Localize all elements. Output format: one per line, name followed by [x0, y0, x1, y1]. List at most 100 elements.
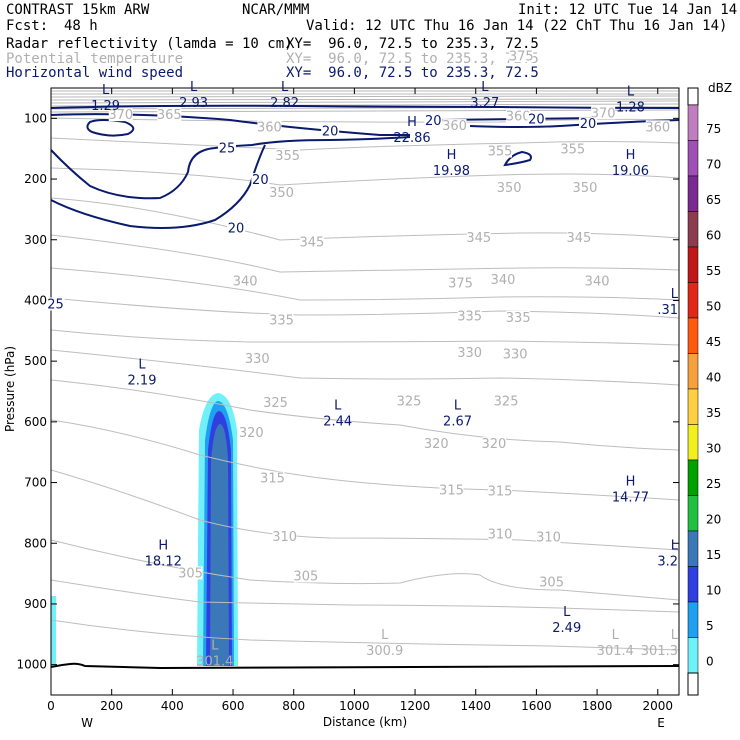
init-time: Init: 12 UTC Tue 14 Jan 14 — [518, 2, 738, 18]
theta-label-bg — [178, 566, 203, 580]
extremum-marker: L — [481, 80, 489, 95]
theta-label: 360 — [257, 120, 282, 135]
wind-label: 20 — [425, 114, 442, 129]
theta-label: 350 — [573, 181, 598, 196]
theta-label: 315 — [439, 483, 464, 498]
theta-label-bg — [466, 230, 491, 244]
theta-label: 355 — [560, 143, 585, 158]
theta-label: 340 — [233, 274, 258, 289]
x-tick-label: 600 — [222, 699, 245, 713]
extrema-labels: L1.29L2.93L2.82L3.27L1.28H22.86H19.98H19… — [91, 80, 679, 669]
theta-label: 340 — [585, 274, 610, 289]
theta-label: 315 — [488, 484, 513, 499]
theta-label-bg — [269, 185, 294, 199]
theta-label: 375 — [448, 276, 473, 291]
extremum-marker: H — [407, 115, 417, 130]
wind-label-bg — [424, 114, 443, 128]
theta-label-bg — [572, 180, 597, 194]
theta-label: 345 — [566, 231, 591, 246]
wind-label: 25 — [47, 298, 64, 313]
y-tick-label: 800 — [24, 536, 47, 550]
colorbar-swatch — [687, 566, 699, 603]
theta-label-bg — [260, 471, 285, 485]
colorbar-label: 15 — [706, 548, 721, 562]
extremum-value: 2.93 — [179, 96, 208, 111]
extremum-value: 18.12 — [145, 554, 182, 569]
theta-label: 330 — [245, 352, 270, 367]
colorbar-swatch — [687, 388, 699, 425]
theta-label-bg — [481, 437, 506, 451]
extremum-marker: L — [612, 628, 620, 643]
colorbar-swatch — [687, 282, 699, 319]
theta-label-bg — [591, 106, 616, 120]
extremum-value: 301.4 — [196, 654, 233, 669]
valid-time: Valid: 12 UTC Thu 16 Jan 14 (22 ChT Thu … — [306, 18, 728, 34]
theta-label-bg — [566, 230, 591, 244]
wind-label: 20 — [228, 222, 245, 237]
extremum-value: 19.06 — [612, 164, 649, 179]
theta-label-bg — [245, 352, 270, 366]
theta-label-bg — [396, 394, 421, 408]
x-axis-west-label: W — [81, 716, 93, 730]
theta-label: 345 — [466, 231, 491, 246]
theta-label-bg — [506, 310, 531, 324]
theta-label-bg — [494, 394, 519, 408]
x-tick-label: 2000 — [642, 699, 673, 713]
y-tick-label: 500 — [24, 354, 47, 368]
y-tick-label: 600 — [24, 415, 47, 429]
theta-label-bg — [108, 108, 133, 122]
theta-label-bg — [536, 530, 561, 544]
colorbar-unit: dBZ — [708, 81, 732, 95]
extremum-value: 3.2 — [657, 554, 678, 569]
theta-label-bg — [439, 483, 464, 497]
theta-label: 335 — [269, 313, 294, 328]
reflectivity-west-edge — [51, 596, 56, 666]
plot-frame — [50, 87, 680, 696]
theta-label: 350 — [269, 186, 294, 201]
theta-label: 320 — [239, 426, 264, 441]
extremum-value: 1.29 — [91, 99, 120, 114]
colorbar-label: 75 — [706, 122, 721, 136]
y-tick-label: 300 — [24, 233, 47, 247]
reflectivity-15dbz — [210, 424, 229, 666]
theta-label: 355 — [488, 145, 513, 160]
theta-label-bg — [488, 144, 513, 158]
theta-label-bg — [157, 108, 182, 122]
colorbar-swatch — [687, 211, 699, 248]
theta-label: 315 — [260, 472, 285, 487]
y-tick-label: 400 — [24, 293, 47, 307]
colorbar-swatch — [687, 353, 699, 390]
field-wind-name: Horizontal wind speed — [6, 65, 184, 81]
extremum-value: 2.67 — [443, 415, 472, 430]
extremum-marker: H — [447, 148, 457, 163]
extremum-marker: L — [454, 399, 462, 414]
theta-label: 360 — [506, 109, 531, 124]
surface-pressure-line — [51, 662, 679, 670]
extremum-marker: L — [671, 538, 679, 553]
y-tick-label: 900 — [24, 597, 47, 611]
forecast-hour: 48 h — [64, 18, 98, 34]
theta-label: 345 — [299, 236, 324, 251]
field-theta-name: Potential temperature — [6, 51, 184, 67]
x-tick-label: 1600 — [521, 699, 552, 713]
colorbar-swatch — [687, 317, 699, 354]
extremum-marker: L — [102, 83, 110, 98]
extremum-value: 19.98 — [433, 164, 470, 179]
colorbar-swatch — [687, 637, 699, 674]
x-tick-label: 200 — [100, 699, 123, 713]
theta-label: 370 — [108, 108, 133, 123]
x-tick-label: 1800 — [582, 699, 613, 713]
extremum-value: 300.9 — [366, 644, 403, 659]
theta-label: 330 — [457, 346, 482, 361]
extremum-marker: H — [626, 148, 636, 163]
theta-label-bg — [491, 273, 516, 287]
colorbar-label: 20 — [706, 513, 721, 527]
theta-label-bg — [560, 142, 585, 156]
theta-label-bg — [275, 148, 300, 162]
colorbar-label: 55 — [706, 264, 721, 278]
extremum-marker: L — [138, 357, 146, 372]
theta-label: 335 — [457, 310, 482, 325]
colorbar-bottom-cap — [687, 672, 699, 696]
